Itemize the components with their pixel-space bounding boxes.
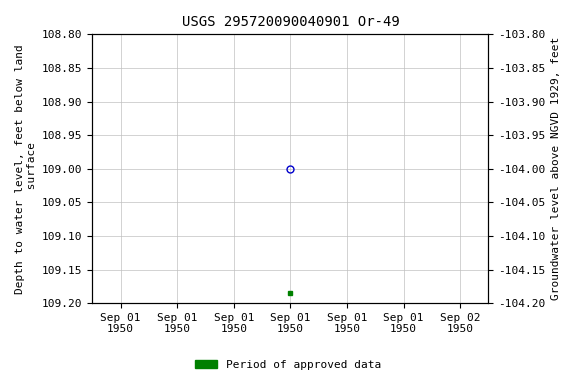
Legend: Period of approved data: Period of approved data xyxy=(191,356,385,375)
Y-axis label: Depth to water level, feet below land
 surface: Depth to water level, feet below land su… xyxy=(15,44,37,294)
Title: USGS 295720090040901 Or-49: USGS 295720090040901 Or-49 xyxy=(181,15,399,29)
Y-axis label: Groundwater level above NGVD 1929, feet: Groundwater level above NGVD 1929, feet xyxy=(551,37,561,300)
